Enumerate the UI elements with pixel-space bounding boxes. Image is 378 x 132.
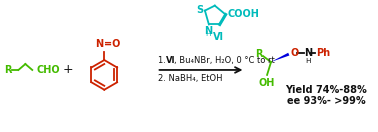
Text: , Bu₄NBr, H₂O, 0 °C to rt: , Bu₄NBr, H₂O, 0 °C to rt [174,56,275,65]
Text: VI: VI [166,56,176,65]
Text: N: N [95,39,103,49]
Text: ee 93%- >99%: ee 93%- >99% [287,96,366,106]
Text: O: O [291,48,299,58]
Text: 2. NaBH₄, EtOH: 2. NaBH₄, EtOH [158,74,222,83]
Text: R: R [256,49,263,59]
Text: CHO: CHO [36,65,60,75]
Text: +: + [62,63,73,76]
Text: R: R [4,65,11,75]
Text: COOH: COOH [228,9,259,19]
Polygon shape [271,53,290,62]
Text: H: H [305,58,311,64]
Text: OH: OH [259,78,275,88]
Text: N: N [305,48,313,58]
Text: H: H [205,31,211,37]
Text: Ph: Ph [316,48,330,58]
Text: VI: VI [213,32,224,42]
Text: 1.: 1. [158,56,168,65]
Text: =O: =O [104,39,121,49]
Text: Yield 74%-88%: Yield 74%-88% [285,85,367,95]
Text: S: S [196,5,203,15]
Text: N: N [204,26,212,36]
